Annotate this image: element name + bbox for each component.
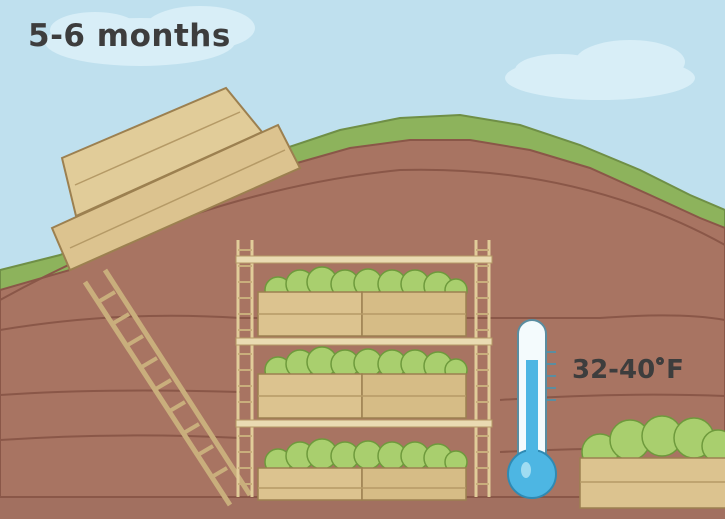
cloud-right bbox=[505, 40, 695, 100]
soil-layer-line bbox=[0, 314, 725, 331]
cabbage-pile bbox=[264, 266, 468, 304]
degree-icon bbox=[656, 357, 665, 365]
floor bbox=[0, 497, 725, 519]
cloud-left bbox=[45, 6, 255, 66]
shelf-board bbox=[235, 255, 493, 264]
temperature-value: 32-40 bbox=[572, 355, 656, 385]
shelf-board bbox=[235, 419, 493, 428]
temperature-unit: F bbox=[666, 355, 684, 385]
ladder bbox=[82, 268, 253, 507]
cabbage-crate-right bbox=[579, 415, 725, 509]
temperature-label: 32-40 F bbox=[572, 355, 684, 385]
hatch-door bbox=[50, 86, 302, 272]
cabbage-pile bbox=[264, 438, 468, 476]
crate bbox=[361, 467, 467, 501]
shelf-board bbox=[235, 337, 493, 346]
duration-label: 5-6 months bbox=[28, 18, 231, 54]
thermometer-icon bbox=[507, 319, 557, 499]
shelving-unit bbox=[235, 240, 493, 501]
crate bbox=[257, 467, 363, 501]
